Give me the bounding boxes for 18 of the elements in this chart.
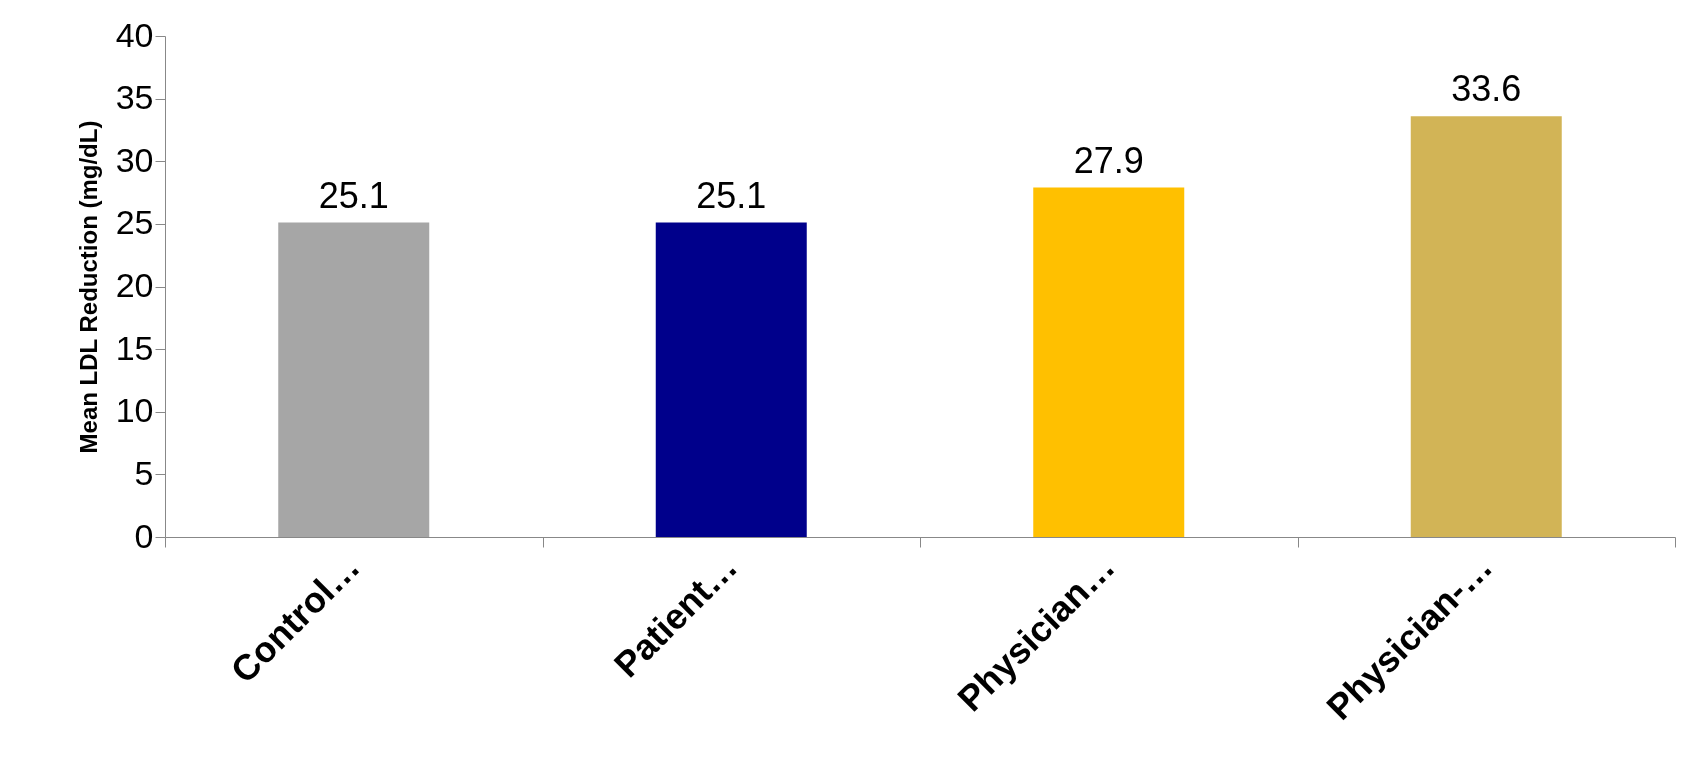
y-tick-label: 25 (115, 203, 154, 242)
bar (655, 222, 807, 537)
y-tick-label: 15 (115, 328, 154, 367)
bar (278, 222, 430, 537)
bar (1410, 116, 1562, 537)
y-tick-label: 0 (134, 516, 154, 555)
y-tick-label: 10 (115, 391, 154, 430)
y-axis-title: Mean LDL Reduction (mg/dL) (74, 120, 102, 454)
y-tick-label: 20 (115, 266, 154, 304)
data-label: 25.1 (318, 174, 389, 216)
y-tick-label: 35 (115, 78, 154, 117)
y-tick-label: 5 (134, 453, 154, 492)
data-label: 25.1 (696, 174, 767, 216)
data-label: 27.9 (1073, 139, 1144, 181)
bar (1033, 187, 1185, 537)
y-tick-label: 40 (115, 15, 154, 54)
data-label: 33.6 (1451, 68, 1522, 110)
y-tick-label: 30 (115, 140, 154, 179)
